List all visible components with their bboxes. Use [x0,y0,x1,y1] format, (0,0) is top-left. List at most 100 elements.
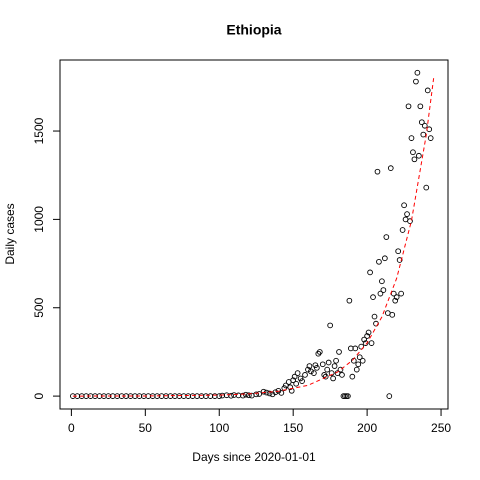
point [365,329,372,336]
point [260,388,267,395]
y-tick-label: 0 [32,392,46,399]
point [380,287,387,293]
x-axis-label: Days since 2020-01-01 [192,450,316,464]
point [392,297,399,304]
point [337,366,344,373]
x-tick-label: 50 [139,421,153,435]
x-tick-label: 150 [283,421,303,435]
point [367,269,373,276]
point [315,350,322,357]
point [382,255,388,262]
point [379,278,385,285]
point [401,202,407,209]
point [377,290,384,297]
x-tick-label: 200 [357,421,377,435]
point [308,368,314,375]
point [413,78,419,85]
point [305,366,311,373]
point [331,363,338,369]
point [399,227,406,233]
point [346,297,353,304]
point [240,392,246,399]
point [359,357,366,364]
point [293,380,299,387]
point [353,366,360,373]
point [321,372,328,378]
point [364,333,370,339]
y-tick-label: 500 [32,297,46,317]
point [339,372,345,378]
point [313,364,320,371]
point [386,393,393,399]
point [427,135,434,141]
point [421,122,428,129]
point [253,391,260,398]
point [393,294,400,300]
point [316,349,323,355]
point [368,340,375,346]
point [420,131,427,138]
point [410,149,416,156]
point [345,393,351,399]
point [405,103,412,110]
point [395,248,402,255]
point [324,366,331,373]
point [333,357,339,364]
point [216,393,223,399]
point [302,372,308,378]
point [396,257,403,263]
point [228,392,234,399]
point [414,69,421,76]
point [356,354,363,361]
point [266,390,273,397]
point [306,363,313,369]
point [322,373,329,380]
point [387,165,394,171]
point [371,313,378,320]
point [245,392,252,399]
plot-box [59,59,449,410]
point [319,361,326,368]
point [411,156,418,163]
point [404,211,410,217]
point [423,184,430,191]
y-tick-label: 1000 [32,206,46,233]
point [294,370,301,376]
point [278,390,285,396]
point [272,389,279,396]
point [311,370,317,376]
point [291,373,298,380]
point [398,290,404,297]
point [355,361,362,368]
point [330,375,336,382]
point [328,370,335,376]
chart-title: Ethiopia [226,22,281,38]
x-tick-label: 250 [431,421,451,435]
point [383,234,390,240]
point [424,87,431,94]
point [376,258,382,265]
point [336,349,342,355]
point [418,119,425,126]
point [417,103,424,110]
point [256,391,263,397]
point [325,359,332,366]
point [287,384,294,391]
point [374,168,381,175]
fit-line [72,77,435,397]
point [389,311,396,318]
y-tick-label: 1500 [32,117,46,144]
y-axis-label: Daily cases [3,203,17,264]
point [361,336,368,343]
point [327,322,334,329]
x-tick-label: 0 [68,421,75,435]
point [408,135,415,141]
point [243,391,249,398]
point [416,152,422,159]
point [299,378,305,384]
point [290,377,297,384]
point [407,218,413,225]
point [370,294,376,300]
